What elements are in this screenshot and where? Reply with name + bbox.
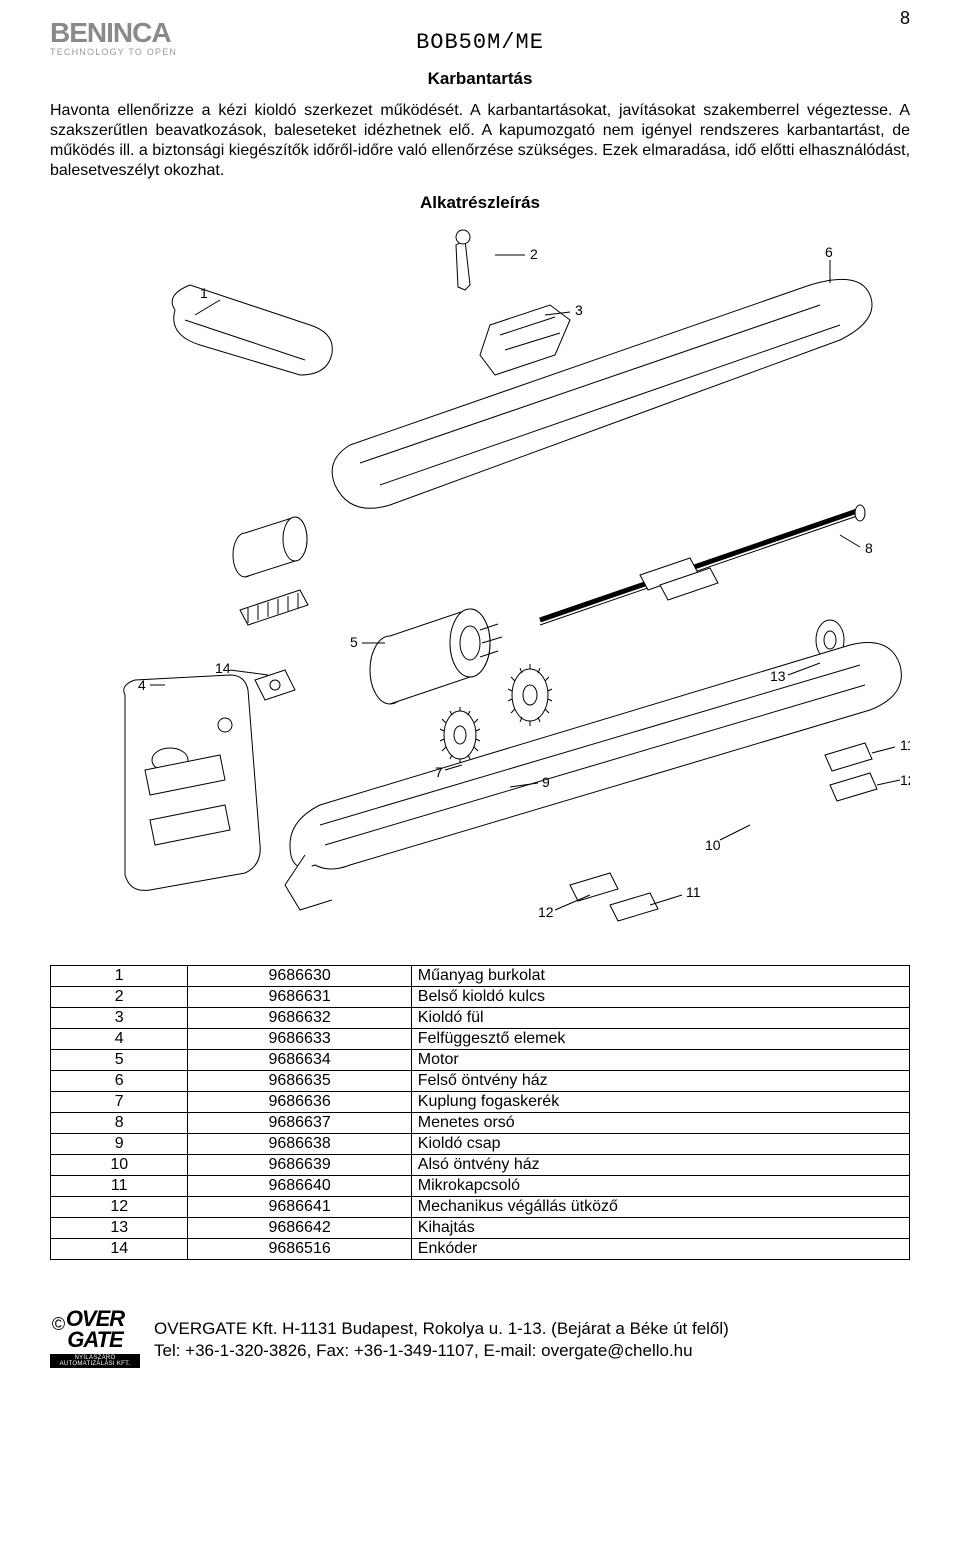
brand-logo: BENINCA TECHNOLOGY TO OPEN bbox=[50, 20, 215, 57]
table-row: 29686631Belső kioldó kulcs bbox=[51, 987, 910, 1008]
table-row: 129686641Mechanikus végállás ütköző bbox=[51, 1197, 910, 1218]
part-code: 9686642 bbox=[188, 1218, 411, 1239]
part-desc: Kihajtás bbox=[411, 1218, 909, 1239]
table-row: 39686632Kioldó fül bbox=[51, 1008, 910, 1029]
part-code: 9686631 bbox=[188, 987, 411, 1008]
part-desc: Kioldó fül bbox=[411, 1008, 909, 1029]
callout-4: 4 bbox=[138, 677, 146, 693]
callout-8: 8 bbox=[865, 540, 873, 556]
table-row: 109686639Alsó öntvény ház bbox=[51, 1155, 910, 1176]
part-desc: Felső öntvény ház bbox=[411, 1071, 909, 1092]
part-num: 9 bbox=[51, 1134, 188, 1155]
parts-heading: Alkatrészleírás bbox=[50, 193, 910, 213]
part-desc: Enkóder bbox=[411, 1239, 909, 1260]
page-footer: © OVER GATE NYÍLÁSZÁRÓ AUTOMATIZÁLÁSI KF… bbox=[50, 1310, 910, 1370]
model-title: BOB50M/ME bbox=[215, 30, 745, 55]
brand-tagline: TECHNOLOGY TO OPEN bbox=[50, 47, 215, 57]
footer-contact: Tel: +36-1-320-3826, Fax: +36-1-349-1107… bbox=[154, 1340, 729, 1362]
parts-table: 19686630Műanyag burkolat 29686631Belső k… bbox=[50, 965, 910, 1260]
part-code: 9686637 bbox=[188, 1113, 411, 1134]
part-code: 9686636 bbox=[188, 1092, 411, 1113]
callout-14: 14 bbox=[215, 660, 231, 676]
table-row: 49686633Felfüggesztő elemek bbox=[51, 1029, 910, 1050]
callout-6: 6 bbox=[825, 244, 833, 260]
callout-7: 7 bbox=[435, 764, 443, 780]
part-num: 5 bbox=[51, 1050, 188, 1071]
part-code: 9686634 bbox=[188, 1050, 411, 1071]
part-desc: Mechanikus végállás ütköző bbox=[411, 1197, 909, 1218]
part-code: 9686640 bbox=[188, 1176, 411, 1197]
part-num: 6 bbox=[51, 1071, 188, 1092]
part-desc: Kuplung fogaskerék bbox=[411, 1092, 909, 1113]
callout-9: 9 bbox=[542, 774, 550, 790]
part-desc: Műanyag burkolat bbox=[411, 966, 909, 987]
callout-3: 3 bbox=[575, 302, 583, 318]
callout-11b: 11 bbox=[686, 884, 701, 900]
page-number: 8 bbox=[900, 8, 910, 29]
part-num: 4 bbox=[51, 1029, 188, 1050]
table-row: 19686630Műanyag burkolat bbox=[51, 966, 910, 987]
part-num: 7 bbox=[51, 1092, 188, 1113]
part-code: 9686630 bbox=[188, 966, 411, 987]
table-row: 149686516Enkóder bbox=[51, 1239, 910, 1260]
part-num: 14 bbox=[51, 1239, 188, 1260]
part-desc: Motor bbox=[411, 1050, 909, 1071]
table-row: 99686638Kioldó csap bbox=[51, 1134, 910, 1155]
part-code: 9686632 bbox=[188, 1008, 411, 1029]
footer-address: OVERGATE Kft. H-1131 Budapest, Rokolya u… bbox=[154, 1318, 729, 1340]
part-code: 9686639 bbox=[188, 1155, 411, 1176]
footer-logo-line2: GATE bbox=[67, 1327, 122, 1352]
header: BENINCA TECHNOLOGY TO OPEN BOB50M/ME bbox=[50, 20, 910, 57]
part-num: 3 bbox=[51, 1008, 188, 1029]
part-desc: Menetes orsó bbox=[411, 1113, 909, 1134]
table-row: 119686640Mikrokapcsoló bbox=[51, 1176, 910, 1197]
part-num: 1 bbox=[51, 966, 188, 987]
table-row: 69686635Felső öntvény ház bbox=[51, 1071, 910, 1092]
footer-logo: © OVER GATE NYÍLÁSZÁRÓ AUTOMATIZÁLÁSI KF… bbox=[50, 1310, 140, 1370]
footer-logo-tagline: NYÍLÁSZÁRÓ AUTOMATIZÁLÁSI KFT. bbox=[50, 1354, 140, 1368]
part-num: 13 bbox=[51, 1218, 188, 1239]
maintenance-text: Havonta ellenőrizze a kézi kioldó szerke… bbox=[50, 101, 910, 181]
table-row: 89686637Menetes orsó bbox=[51, 1113, 910, 1134]
exploded-diagram: 1 2 3 4 5 6 7 8 9 10 11 12 13 14 11 12 bbox=[50, 225, 910, 945]
callout-12b: 12 bbox=[538, 904, 554, 920]
part-code: 9686633 bbox=[188, 1029, 411, 1050]
callout-5: 5 bbox=[350, 634, 358, 650]
callout-12: 12 bbox=[900, 772, 910, 788]
part-code: 9686641 bbox=[188, 1197, 411, 1218]
table-row: 139686642Kihajtás bbox=[51, 1218, 910, 1239]
maintenance-heading: Karbantartás bbox=[50, 69, 910, 89]
callout-10: 10 bbox=[705, 837, 721, 853]
part-num: 8 bbox=[51, 1113, 188, 1134]
table-row: 79686636Kuplung fogaskerék bbox=[51, 1092, 910, 1113]
callout-1: 1 bbox=[200, 285, 208, 301]
part-desc: Belső kioldó kulcs bbox=[411, 987, 909, 1008]
part-desc: Mikrokapcsoló bbox=[411, 1176, 909, 1197]
part-num: 2 bbox=[51, 987, 188, 1008]
table-row: 59686634Motor bbox=[51, 1050, 910, 1071]
part-num: 11 bbox=[51, 1176, 188, 1197]
part-desc: Alsó öntvény ház bbox=[411, 1155, 909, 1176]
callout-11: 11 bbox=[900, 737, 910, 753]
callout-13: 13 bbox=[770, 668, 786, 684]
part-code: 9686638 bbox=[188, 1134, 411, 1155]
footer-text: OVERGATE Kft. H-1131 Budapest, Rokolya u… bbox=[154, 1318, 729, 1362]
part-num: 10 bbox=[51, 1155, 188, 1176]
part-desc: Kioldó csap bbox=[411, 1134, 909, 1155]
part-code: 9686516 bbox=[188, 1239, 411, 1260]
part-num: 12 bbox=[51, 1197, 188, 1218]
callout-2: 2 bbox=[530, 246, 538, 262]
part-code: 9686635 bbox=[188, 1071, 411, 1092]
part-desc: Felfüggesztő elemek bbox=[411, 1029, 909, 1050]
brand-name: BENINCA bbox=[50, 20, 215, 45]
